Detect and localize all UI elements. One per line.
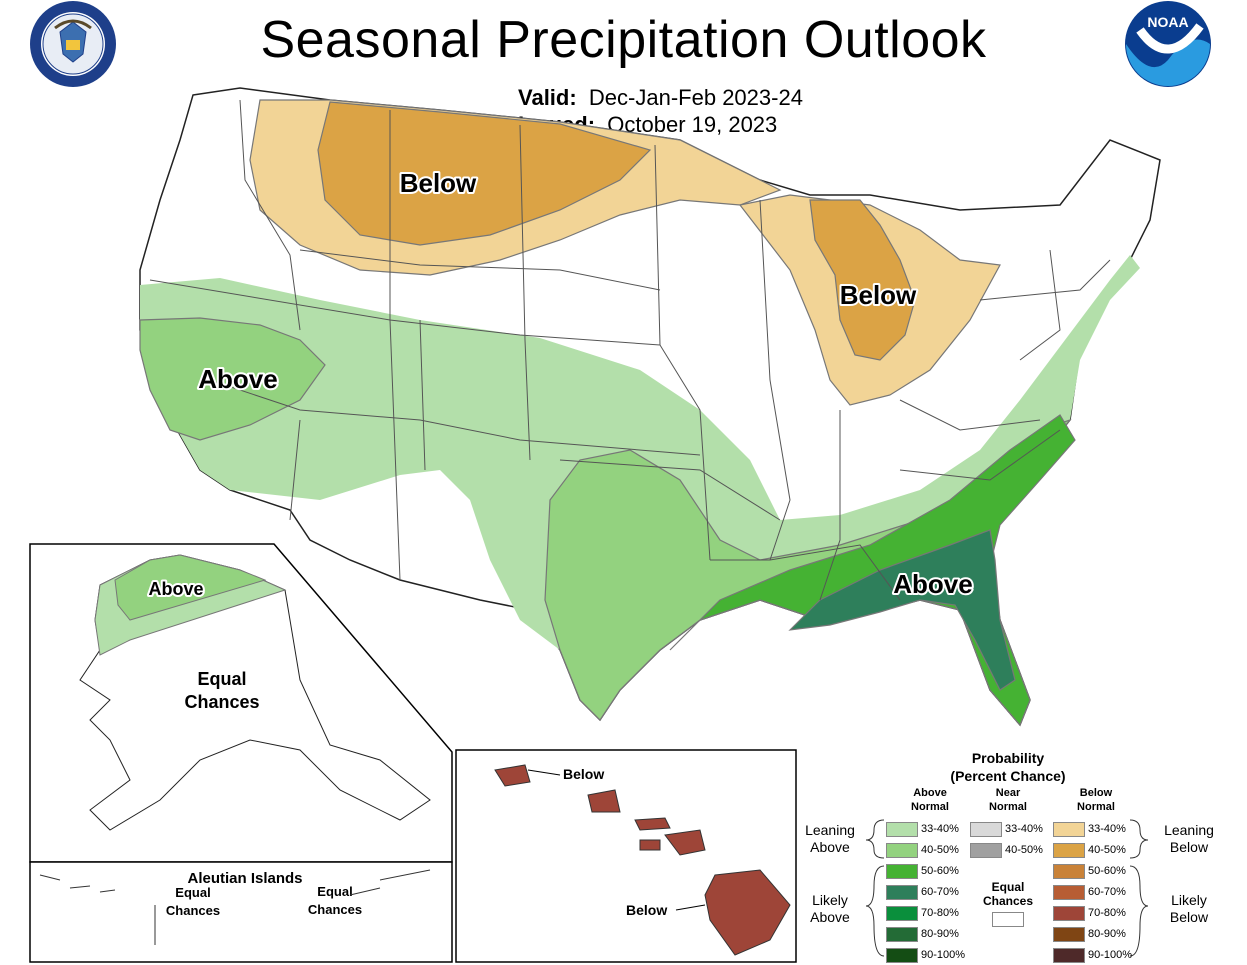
legend-above-label-6: 90-100% xyxy=(921,949,966,961)
alaska-equal-label-line1: Equal xyxy=(197,669,246,689)
noaa-logo-text: NOAA xyxy=(1147,14,1188,30)
legend-below-label-1: 40-50% xyxy=(1088,844,1126,856)
legend-above-label-3: 60-70% xyxy=(921,886,959,898)
legend-above-label-5: 80-90% xyxy=(921,928,959,940)
legend-right-braces xyxy=(1129,819,1149,957)
legend-leaning-above-2: Above xyxy=(810,839,850,855)
legend-likely-below-2: Below xyxy=(1169,909,1209,925)
legend-below-label-6: 90-100% xyxy=(1088,949,1133,961)
legend-title-line2: (Percent Chance) xyxy=(950,768,1066,784)
legend-below-swatch-4 xyxy=(1053,906,1085,921)
legend-above-swatch-1 xyxy=(886,843,918,858)
alaska-above-label: Above xyxy=(148,579,203,599)
legend-above-swatch-4 xyxy=(886,906,918,921)
alaska-inset: Above Equal Chances Aleutian Islands Equ… xyxy=(29,543,453,963)
legend-col-above-2: Normal xyxy=(911,801,949,813)
legend-equal-swatch xyxy=(992,912,1024,927)
legend-above-swatch-6 xyxy=(886,948,918,963)
legend-below-swatch-3 xyxy=(1053,885,1085,900)
legend-left-braces xyxy=(865,819,885,957)
legend-col-near-1: Near xyxy=(995,787,1021,799)
legend-col-above-1: Above xyxy=(913,787,947,799)
southeast-above-label: Above xyxy=(893,569,972,599)
legend-below-swatch-2 xyxy=(1053,864,1085,879)
valid-value: Dec-Jan-Feb 2023-24 xyxy=(588,85,803,110)
north-below-label: Below xyxy=(400,168,477,198)
aleutian-title: Aleutian Islands xyxy=(187,870,302,887)
legend-likely-above-1: Likely xyxy=(812,892,848,908)
legend-near-swatch-1 xyxy=(970,843,1002,858)
west-above-label: Above xyxy=(198,364,277,394)
legend-above-label-1: 40-50% xyxy=(921,844,959,856)
legend-near-label-0: 33-40% xyxy=(1005,823,1043,835)
north-below-40-50-region xyxy=(317,101,652,246)
legend-above-swatch-0 xyxy=(886,822,918,837)
west-above-40-50-region xyxy=(139,317,326,441)
legend-below-swatch-0 xyxy=(1053,822,1085,837)
legend-below-label-3: 60-70% xyxy=(1088,886,1126,898)
legend-above-label-4: 70-80% xyxy=(921,907,959,919)
legend-near-label-1: 40-50% xyxy=(1005,844,1043,856)
commerce-seal-logo xyxy=(30,1,116,87)
legend-leaning-below-2: Below xyxy=(1169,839,1209,855)
alaska-equal-label-line2: Chances xyxy=(184,692,259,712)
legend-col-below-2: Normal xyxy=(1077,801,1115,813)
legend-below-label-2: 50-60% xyxy=(1088,865,1126,877)
legend-below-label-5: 80-90% xyxy=(1088,928,1126,940)
valid-label: Valid: xyxy=(518,85,577,110)
legend-col-below-1: Below xyxy=(1079,787,1113,799)
page-title: Seasonal Precipitation Outlook xyxy=(260,11,987,69)
legend-near-swatch-0 xyxy=(970,822,1002,837)
legend-below-swatch-6 xyxy=(1053,948,1085,963)
aleutian-left-line2: Chances xyxy=(166,903,220,918)
legend-above-label-0: 33-40% xyxy=(921,823,959,835)
legend-above-label-2: 50-60% xyxy=(921,865,959,877)
aleutian-right-line2: Chances xyxy=(308,902,362,917)
aleutian-right-line1: Equal xyxy=(317,884,352,899)
legend-above-swatch-3 xyxy=(886,885,918,900)
hawaii-north-below-label: Below xyxy=(563,766,604,782)
state-boundaries xyxy=(149,99,1111,601)
legend-col-near-2: Normal xyxy=(989,801,1027,813)
legend-equal-2: Chances xyxy=(982,894,1034,908)
probability-legend: Probability (Percent Chance) Above Norma… xyxy=(798,750,1228,963)
legend-above-swatch-2 xyxy=(886,864,918,879)
legend-title-line1: Probability xyxy=(971,750,1045,766)
hawaii-south-below-label: Below xyxy=(626,902,667,918)
hawaii-inset: Below Below xyxy=(455,749,797,963)
legend-equal-1: Equal xyxy=(991,880,1025,894)
legend-likely-above-2: Above xyxy=(810,909,850,925)
noaa-logo: NOAA xyxy=(1125,1,1211,87)
southeast-above-60-70-region xyxy=(788,529,1016,691)
aleutian-left-line1: Equal xyxy=(175,885,210,900)
legend-above-swatch-5 xyxy=(886,927,918,942)
legend-below-swatch-5 xyxy=(1053,927,1085,942)
great-lakes-below-label: Below xyxy=(840,280,917,310)
legend-leaning-above-1: Leaning xyxy=(805,822,855,838)
legend-likely-below-1: Likely xyxy=(1171,892,1207,908)
legend-below-label-4: 70-80% xyxy=(1088,907,1126,919)
legend-leaning-below-1: Leaning xyxy=(1164,822,1214,838)
legend-below-swatch-1 xyxy=(1053,843,1085,858)
great-lakes-below-40-50-region xyxy=(809,199,916,361)
legend-below-label-0: 33-40% xyxy=(1088,823,1126,835)
